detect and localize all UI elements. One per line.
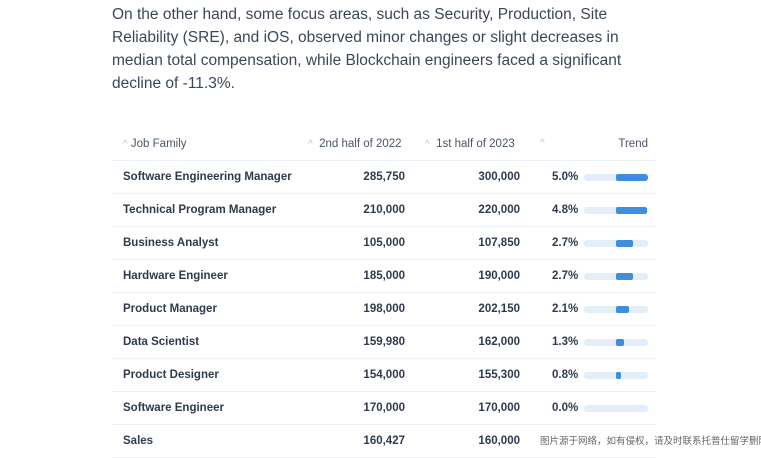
job-family-cell: Data Scientist bbox=[123, 336, 200, 348]
table-row: Data Scientist 159,980 162,000 1.3% bbox=[112, 326, 656, 359]
table-body: Software Engineering Manager 285,750 300,0… bbox=[112, 161, 656, 458]
watermark-text: 图片源于网络，如有侵权，请及时联系托普仕留学删除 bbox=[540, 433, 761, 447]
job-family-cell: Software Engineering Manager bbox=[123, 171, 292, 183]
h1-2023-cell: 107,850 bbox=[478, 237, 520, 249]
h1-2023-cell: 220,000 bbox=[478, 204, 520, 216]
job-family-cell: Sales bbox=[123, 435, 154, 447]
h2-2022-cell: 170,000 bbox=[363, 402, 405, 414]
trend-bar bbox=[584, 372, 648, 379]
job-family-cell: Business Analyst bbox=[123, 237, 219, 249]
trend-bar-fill bbox=[616, 240, 633, 247]
job-family-cell: Technical Program Manager bbox=[123, 204, 277, 216]
trend-percent-cell: 2.1% bbox=[552, 303, 579, 315]
header-h2-2022[interactable]: ^ 2nd half of 2022 bbox=[308, 138, 402, 150]
trend-bar bbox=[584, 174, 648, 181]
h2-2022-cell: 159,980 bbox=[363, 336, 405, 348]
sort-icon[interactable]: ^ bbox=[308, 139, 313, 150]
trend-bar bbox=[584, 240, 648, 247]
table-row: Technical Program Manager 210,000 220,000 4… bbox=[112, 194, 656, 227]
header-h1-2023[interactable]: ^ 1st half of 2023 bbox=[425, 138, 515, 150]
table-row: Software Engineer 170,000 170,000 0.0% bbox=[112, 392, 656, 425]
h1-2023-cell: 170,000 bbox=[478, 402, 520, 414]
trend-bar-fill bbox=[616, 273, 633, 280]
h1-2023-cell: 160,000 bbox=[478, 435, 520, 447]
body-paragraph: On the other hand, some focus areas, suc… bbox=[112, 6, 622, 92]
h1-2023-cell: 300,000 bbox=[478, 171, 520, 183]
trend-percent-cell: 4.8% bbox=[552, 204, 579, 216]
h2-2022-cell: 198,000 bbox=[363, 303, 405, 315]
h2-2022-cell: 160,427 bbox=[363, 435, 405, 447]
trend-percent-cell: 0.8% bbox=[552, 369, 579, 381]
trend-percent-cell: 1.3% bbox=[552, 336, 579, 348]
job-family-cell: Product Designer bbox=[123, 369, 219, 381]
trend-bar-fill bbox=[616, 306, 629, 313]
sort-icon[interactable]: ^ bbox=[540, 138, 545, 149]
trend-percent-cell: 5.0% bbox=[552, 171, 579, 183]
h2-2022-cell: 154,000 bbox=[363, 369, 405, 381]
trend-bar bbox=[584, 306, 648, 313]
header-trend: Trend bbox=[618, 138, 648, 150]
header-job-family[interactable]: ^ Job Family bbox=[123, 138, 187, 150]
h1-2023-cell: 155,300 bbox=[478, 369, 520, 381]
trend-bar bbox=[584, 339, 648, 346]
h1-2023-cell: 162,000 bbox=[478, 336, 520, 348]
table-row: Business Analyst 105,000 107,850 2.7% bbox=[112, 227, 656, 260]
h2-2022-cell: 105,000 bbox=[363, 237, 405, 249]
trend-bar bbox=[584, 405, 648, 412]
sort-icon[interactable]: ^ bbox=[425, 139, 430, 150]
trend-percent-cell: 2.7% bbox=[552, 237, 579, 249]
compensation-table: ^ Job Family ^ 2nd half of 2022 ^ 1st ha… bbox=[112, 127, 656, 458]
h2-2022-cell: 185,000 bbox=[363, 270, 405, 282]
table-row: Product Manager 198,000 202,150 2.1% bbox=[112, 293, 656, 326]
job-family-cell: Product Manager bbox=[123, 303, 217, 315]
h1-2023-cell: 202,150 bbox=[478, 303, 520, 315]
trend-bar bbox=[584, 273, 648, 280]
h2-2022-cell: 210,000 bbox=[363, 204, 405, 216]
trend-percent-cell: 2.7% bbox=[552, 270, 579, 282]
job-family-cell: Hardware Engineer bbox=[123, 270, 228, 282]
trend-bar-fill bbox=[616, 339, 624, 346]
table-row: Software Engineering Manager 285,750 300,0… bbox=[112, 161, 656, 194]
table-row: Hardware Engineer 185,000 190,000 2.7% bbox=[112, 260, 656, 293]
table-header: ^ Job Family ^ 2nd half of 2022 ^ 1st ha… bbox=[112, 127, 656, 161]
sort-icon[interactable]: ^ bbox=[123, 139, 128, 150]
h2-2022-cell: 285,750 bbox=[363, 171, 405, 183]
trend-bar-fill bbox=[616, 207, 647, 214]
trend-bar-fill bbox=[616, 174, 648, 181]
h1-2023-cell: 190,000 bbox=[478, 270, 520, 282]
trend-percent-cell: 0.0% bbox=[552, 402, 579, 414]
table-row: Product Designer 154,000 155,300 0.8% bbox=[112, 359, 656, 392]
trend-bar bbox=[584, 207, 648, 214]
trend-bar-fill bbox=[616, 372, 621, 379]
job-family-cell: Software Engineer bbox=[123, 402, 224, 414]
